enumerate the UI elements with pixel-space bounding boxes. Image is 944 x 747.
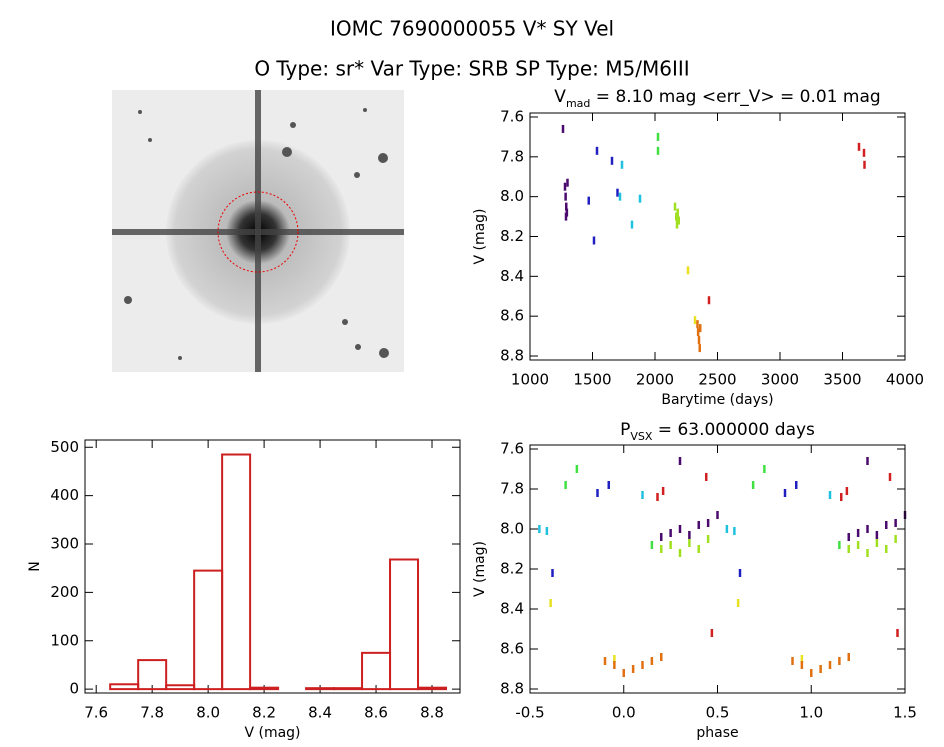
y-axis-label: V (mag) bbox=[472, 541, 488, 597]
x-tick-label: 7.6 bbox=[84, 704, 108, 722]
x-tick-label: 3000 bbox=[761, 371, 799, 389]
x-axis-label: V (mag) bbox=[244, 725, 300, 741]
x-tick-label: 8.8 bbox=[420, 704, 444, 722]
x-axis-label: Barytime (days) bbox=[661, 392, 773, 408]
y-tick-label: 8.4 bbox=[500, 267, 524, 285]
y-axis-label: N bbox=[27, 561, 43, 571]
x-tick-label: 0.5 bbox=[706, 704, 730, 722]
hist-bar bbox=[389, 558, 420, 691]
y-tick-label: 7.8 bbox=[500, 480, 524, 498]
y-tick-label: 8.4 bbox=[500, 600, 524, 618]
plot-frame bbox=[84, 439, 461, 694]
title-part: P bbox=[620, 420, 630, 440]
title-part: = 63.000000 days bbox=[652, 420, 815, 440]
y-tick-label: 100 bbox=[50, 631, 79, 649]
figure-subtitle: O Type: sr* Var Type: SRB SP Type: M5/M6… bbox=[254, 57, 689, 81]
plot-frame bbox=[529, 112, 906, 361]
y-tick-label: 8.0 bbox=[500, 520, 524, 538]
y-tick-label: 500 bbox=[50, 438, 79, 456]
x-tick-label: 4000 bbox=[886, 371, 924, 389]
x-tick-label: -0.5 bbox=[515, 704, 544, 722]
x-tick-label: 2500 bbox=[698, 371, 736, 389]
y-tick-label: 8.8 bbox=[500, 680, 524, 698]
title-part: V bbox=[554, 87, 566, 107]
x-tick-label: 8.4 bbox=[308, 704, 332, 722]
x-axis-label: phase bbox=[696, 725, 738, 741]
y-tick-label: 0 bbox=[69, 680, 79, 698]
x-tick-label: 1000 bbox=[511, 371, 549, 389]
title-part: VSX bbox=[630, 430, 653, 443]
y-tick-label: 8.2 bbox=[500, 227, 524, 245]
sky-image bbox=[112, 90, 404, 372]
x-tick-label: 7.8 bbox=[140, 704, 164, 722]
hist-bar bbox=[221, 453, 252, 691]
chart-title: PVSX = 63.000000 days bbox=[620, 420, 815, 443]
x-tick-label: 8.2 bbox=[252, 704, 276, 722]
x-tick-label: 3500 bbox=[823, 371, 861, 389]
x-tick-label: 2000 bbox=[636, 371, 674, 389]
y-tick-label: 8.2 bbox=[500, 560, 524, 578]
y-tick-label: 8.8 bbox=[500, 347, 524, 365]
hist-bar bbox=[249, 686, 280, 691]
y-tick-label: 7.8 bbox=[500, 147, 524, 165]
y-tick-label: 7.6 bbox=[500, 440, 524, 458]
title-part: mad bbox=[566, 97, 590, 110]
chart-title: Vmad = 8.10 mag <err_V> = 0.01 mag bbox=[554, 87, 880, 110]
hist-bar bbox=[305, 687, 336, 691]
title-part: = 8.10 mag <err_V> = 0.01 mag bbox=[590, 87, 880, 107]
y-tick-label: 300 bbox=[50, 535, 79, 553]
hist-bar bbox=[417, 686, 448, 691]
figure-title: IOMC 7690000055 V* SY Vel bbox=[330, 17, 614, 41]
y-tick-label: 200 bbox=[50, 583, 79, 601]
x-tick-label: 1.5 bbox=[893, 704, 917, 722]
x-tick-label: 8.6 bbox=[364, 704, 388, 722]
y-tick-label: 8.6 bbox=[500, 640, 524, 658]
plot-frame bbox=[529, 444, 906, 694]
y-tick-label: 7.6 bbox=[500, 107, 524, 125]
x-tick-label: 0.0 bbox=[612, 704, 636, 722]
x-tick-label: 1.0 bbox=[799, 704, 823, 722]
y-axis-label: V (mag) bbox=[472, 208, 488, 264]
y-tick-label: 8.6 bbox=[500, 307, 524, 325]
x-tick-label: 8.0 bbox=[196, 704, 220, 722]
hist-bar bbox=[333, 687, 364, 691]
x-tick-label: 1500 bbox=[573, 371, 611, 389]
hist-bar bbox=[137, 659, 168, 691]
y-tick-label: 8.0 bbox=[500, 187, 524, 205]
y-tick-label: 400 bbox=[50, 486, 79, 504]
